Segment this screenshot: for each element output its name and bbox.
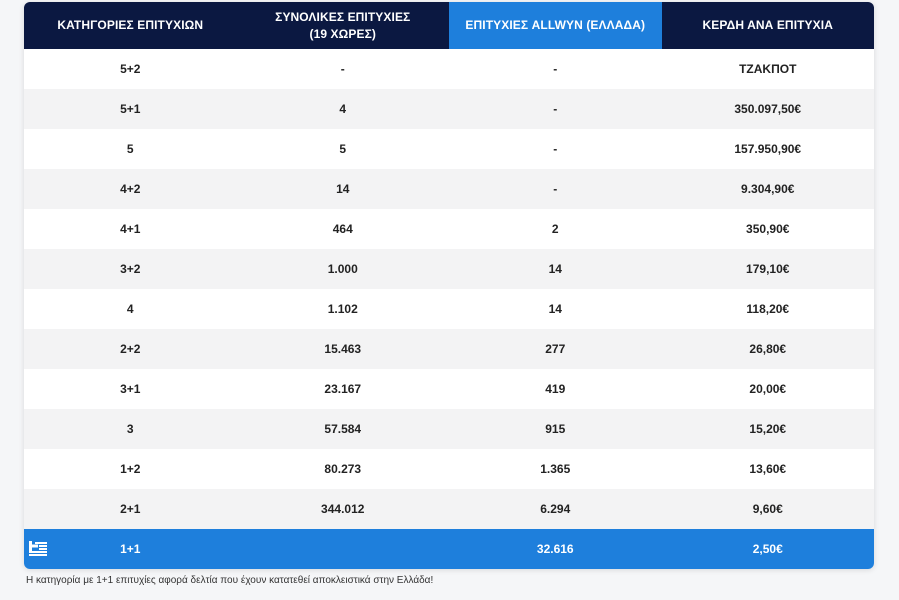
cell-category: 1+2	[120, 462, 141, 476]
header-winnings: ΚΕΡΔΗ ΑΝΑ ΕΠΙΤΥΧΙΑ	[662, 2, 875, 49]
table-row: 3 57.584 915 15,20€	[24, 409, 874, 449]
header-total-label: ΣΥΝΟΛΙΚΕΣ ΕΠΙΤΥΧΙΕΣ	[275, 9, 411, 24]
cell-winnings: 15,20€	[749, 422, 787, 436]
cell-category: 3+1	[120, 382, 141, 396]
cell-winnings: 9,60€	[752, 502, 783, 516]
cell-winnings: 157.950,90€	[734, 142, 802, 156]
cell-category: 5+2	[120, 62, 141, 76]
cell-total: 15.463	[324, 342, 362, 356]
table-row: 2+2 15.463 277 26,80€	[24, 329, 874, 369]
cell-allwyn: 2	[551, 222, 559, 236]
footnote: Η κατηγορία με 1+1 επιτυχίες αφορά δελτί…	[26, 575, 434, 586]
cell-allwyn: 1.365	[540, 462, 571, 476]
cell-category: 2+1	[120, 502, 141, 516]
header-allwyn-label: ΕΠΙΤΥΧΙΕΣ ALLWYN (ΕΛΛΑΔΑ)	[465, 18, 646, 32]
cell-winnings: 350,90€	[746, 222, 790, 236]
table-row: 4+2 14 - 9.304,90€	[24, 169, 874, 209]
table-row: 3+1 23.167 419 20,00€	[24, 369, 874, 409]
cell-winnings: 2,50€	[752, 542, 783, 556]
cell-category: 4+1	[120, 222, 141, 236]
cell-allwyn: 32.616	[536, 542, 574, 556]
cell-category: 5	[126, 142, 134, 156]
header-total-winners: ΣΥΝΟΛΙΚΕΣ ΕΠΙΤΥΧΙΕΣ (19 ΧΩΡΕΣ)	[237, 2, 450, 49]
cell-allwyn: -	[553, 102, 558, 116]
cell-total: 1.102	[327, 302, 358, 316]
table-body: 5+2 - - ΤΖΑΚΠΟΤ 5+1 4 - 350.097,50€ 5 5 - 157.950,9…	[24, 49, 874, 529]
cell-allwyn: 915	[545, 422, 566, 436]
table-row: 2+1 344.012 6.294 9,60€	[24, 489, 874, 529]
cell-allwyn: -	[553, 62, 558, 76]
results-table: ΚΑΤΗΓΟΡΙΕΣ ΕΠΙΤΥΧΙΩΝ ΣΥΝΟΛΙΚΕΣ ΕΠΙΤΥΧΙΕΣ…	[24, 2, 874, 569]
header-total-countries: (19 ΧΩΡΕΣ)	[309, 26, 376, 41]
cell-total: 80.273	[324, 462, 362, 476]
cell-allwyn: 14	[548, 262, 562, 276]
table-row: 3+2 1.000 14 179,10€	[24, 249, 874, 289]
cell-total: 4	[339, 102, 347, 116]
table-row-greece-only: 1+1 32.616 2,50€	[24, 529, 874, 569]
cell-category: 4	[126, 302, 134, 316]
cell-total: 1.000	[327, 262, 358, 276]
header-category-label: ΚΑΤΗΓΟΡΙΕΣ ΕΠΙΤΥΧΙΩΝ	[57, 18, 204, 32]
cell-winnings: 350.097,50€	[734, 102, 802, 116]
table-row: 1+2 80.273 1.365 13,60€	[24, 449, 874, 489]
cell-allwyn: -	[553, 182, 558, 196]
header-winnings-label: ΚΕΡΔΗ ΑΝΑ ΕΠΙΤΥΧΙΑ	[702, 18, 833, 32]
cell-category: 4+2	[120, 182, 141, 196]
cell-total: 23.167	[324, 382, 362, 396]
cell-winnings: 20,00€	[749, 382, 787, 396]
greek-flag-icon	[29, 540, 47, 558]
cell-winnings: ΤΖΑΚΠΟΤ	[739, 62, 797, 76]
cell-total: 344.012	[321, 502, 365, 516]
table-row: 5+1 4 - 350.097,50€	[24, 89, 874, 129]
cell-category: 5+1	[120, 102, 141, 116]
cell-allwyn: 277	[545, 342, 566, 356]
table-row: 4+1 464 2 350,90€	[24, 209, 874, 249]
cell-category: 2+2	[120, 342, 141, 356]
cell-total: -	[340, 62, 345, 76]
cell-winnings: 179,10€	[746, 262, 790, 276]
cell-category: 3	[126, 422, 134, 436]
cell-winnings: 118,20€	[746, 302, 790, 316]
cell-category: 3+2	[120, 262, 141, 276]
table-row: 4 1.102 14 118,20€	[24, 289, 874, 329]
table-header: ΚΑΤΗΓΟΡΙΕΣ ΕΠΙΤΥΧΙΩΝ ΣΥΝΟΛΙΚΕΣ ΕΠΙΤΥΧΙΕΣ…	[24, 2, 874, 49]
cell-total: 57.584	[324, 422, 362, 436]
cell-category: 1+1	[120, 542, 141, 556]
cell-total: 464	[332, 222, 353, 236]
header-allwyn-winners: ΕΠΙΤΥΧΙΕΣ ALLWYN (ΕΛΛΑΔΑ)	[449, 2, 662, 49]
table-row: 5 5 - 157.950,90€	[24, 129, 874, 169]
cell-winnings: 9.304,90€	[741, 182, 795, 196]
cell-allwyn: 419	[545, 382, 566, 396]
table-row: 5+2 - - ΤΖΑΚΠΟΤ	[24, 49, 874, 89]
cell-total: 5	[339, 142, 347, 156]
header-category: ΚΑΤΗΓΟΡΙΕΣ ΕΠΙΤΥΧΙΩΝ	[24, 2, 237, 49]
cell-allwyn: -	[553, 142, 558, 156]
cell-total: 14	[336, 182, 350, 196]
cell-total	[237, 529, 450, 569]
cell-winnings: 13,60€	[749, 462, 787, 476]
cell-winnings: 26,80€	[749, 342, 787, 356]
cell-allwyn: 14	[548, 302, 562, 316]
cell-allwyn: 6.294	[540, 502, 571, 516]
